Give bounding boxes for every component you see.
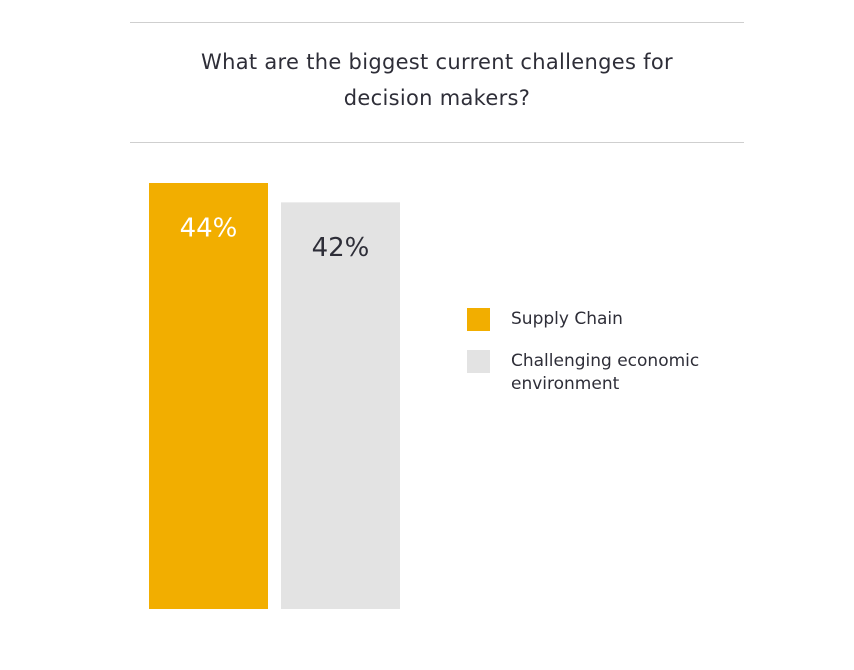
legend-swatch — [467, 350, 490, 373]
legend-item: Challenging economic environment — [467, 350, 711, 396]
bar — [281, 202, 400, 609]
legend-swatch — [467, 308, 490, 331]
bar — [149, 183, 268, 609]
legend-label: Challenging economic environment — [511, 351, 700, 394]
chart-title: What are the biggest current challenges … — [201, 50, 673, 110]
legend-label: Supply Chain — [511, 309, 623, 329]
divider — [130, 142, 744, 143]
legend-item: Supply Chain — [467, 308, 711, 331]
legend: Supply Chain Challenging economic environ… — [467, 308, 711, 415]
value-label: 44% — [180, 214, 238, 244]
divider — [130, 22, 744, 23]
value-label: 42% — [312, 233, 370, 263]
